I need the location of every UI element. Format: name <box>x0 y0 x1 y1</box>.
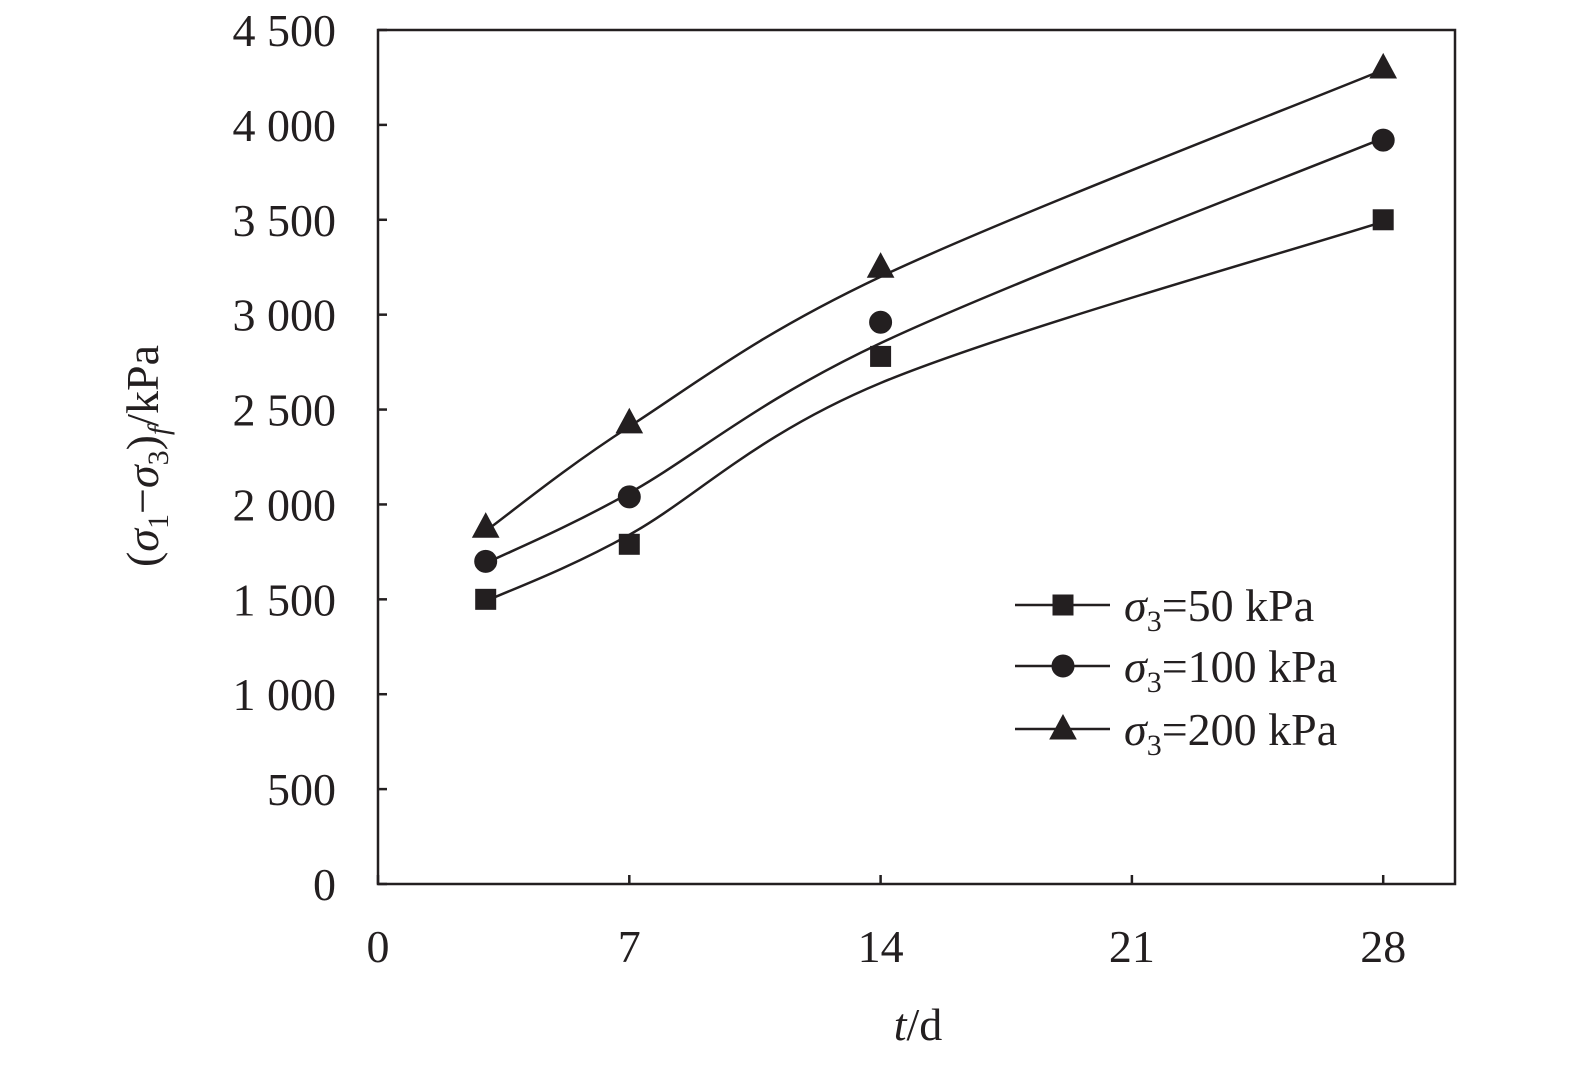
data-point-circle <box>869 310 893 334</box>
legend-label: σ3=50 kPa <box>1124 580 1314 638</box>
data-point-triangle <box>471 512 500 538</box>
x-tick-label: 14 <box>858 921 904 972</box>
plot-frame <box>376 28 1457 886</box>
y-tick-label: 1 500 <box>233 574 337 625</box>
legend-item: σ3=100 kPa <box>1015 641 1337 699</box>
x-axis-title: t/d <box>894 999 943 1050</box>
y-tick-label: 2 000 <box>233 479 337 530</box>
y-tick-label: 1 000 <box>233 669 337 720</box>
legend-marker-circle <box>1051 654 1075 678</box>
data-point-triangle <box>1369 52 1398 79</box>
data-point-circle <box>617 485 641 509</box>
y-tick-label: 4 000 <box>233 100 337 151</box>
series-triangle <box>471 52 1398 538</box>
y-axis: 0 500 1 000 1 500 2 000 2 500 3 000 3 500 4 000 4… <box>233 5 387 910</box>
data-point-square <box>475 588 497 610</box>
x-tick-label: 0 <box>367 921 390 972</box>
series-square <box>475 209 1394 610</box>
legend-item: σ3=200 kPa <box>1015 704 1337 762</box>
data-point-circle <box>474 549 498 573</box>
data-point-square <box>1372 209 1394 231</box>
x-tick-label: 28 <box>1360 921 1406 972</box>
y-tick-label: 500 <box>267 764 336 815</box>
data-point-square <box>618 533 640 555</box>
legend-marker-square <box>1052 594 1074 616</box>
data-point-triangle <box>866 252 895 278</box>
series-line <box>485 220 1384 603</box>
x-axis: 0 7 14 21 28 <box>367 875 1406 972</box>
series-circle <box>474 128 1395 573</box>
legend-marker-triangle <box>1049 713 1077 740</box>
legend-item: σ3=50 kPa <box>1015 580 1314 638</box>
legend-label: σ3=200 kPa <box>1124 704 1337 762</box>
y-tick-label: 0 <box>313 859 336 910</box>
y-tick-label: 3 000 <box>233 290 337 341</box>
data-point-circle <box>1371 128 1395 152</box>
series-line <box>485 137 1384 565</box>
y-tick-label: 3 500 <box>233 195 337 246</box>
series-line <box>484 68 1384 533</box>
legend-label: σ3=100 kPa <box>1124 641 1337 699</box>
y-axis-title: (σ1−σ3)f/kPa <box>117 345 175 567</box>
data-point-triangle <box>615 407 644 434</box>
series-layer <box>471 52 1398 610</box>
y-tick-label: 2 500 <box>233 385 337 436</box>
plot-border <box>376 28 1457 886</box>
data-point-square <box>870 345 892 367</box>
x-tick-label: 21 <box>1109 921 1155 972</box>
x-tick-label: 7 <box>618 921 641 972</box>
y-tick-label: 4 500 <box>233 5 337 56</box>
